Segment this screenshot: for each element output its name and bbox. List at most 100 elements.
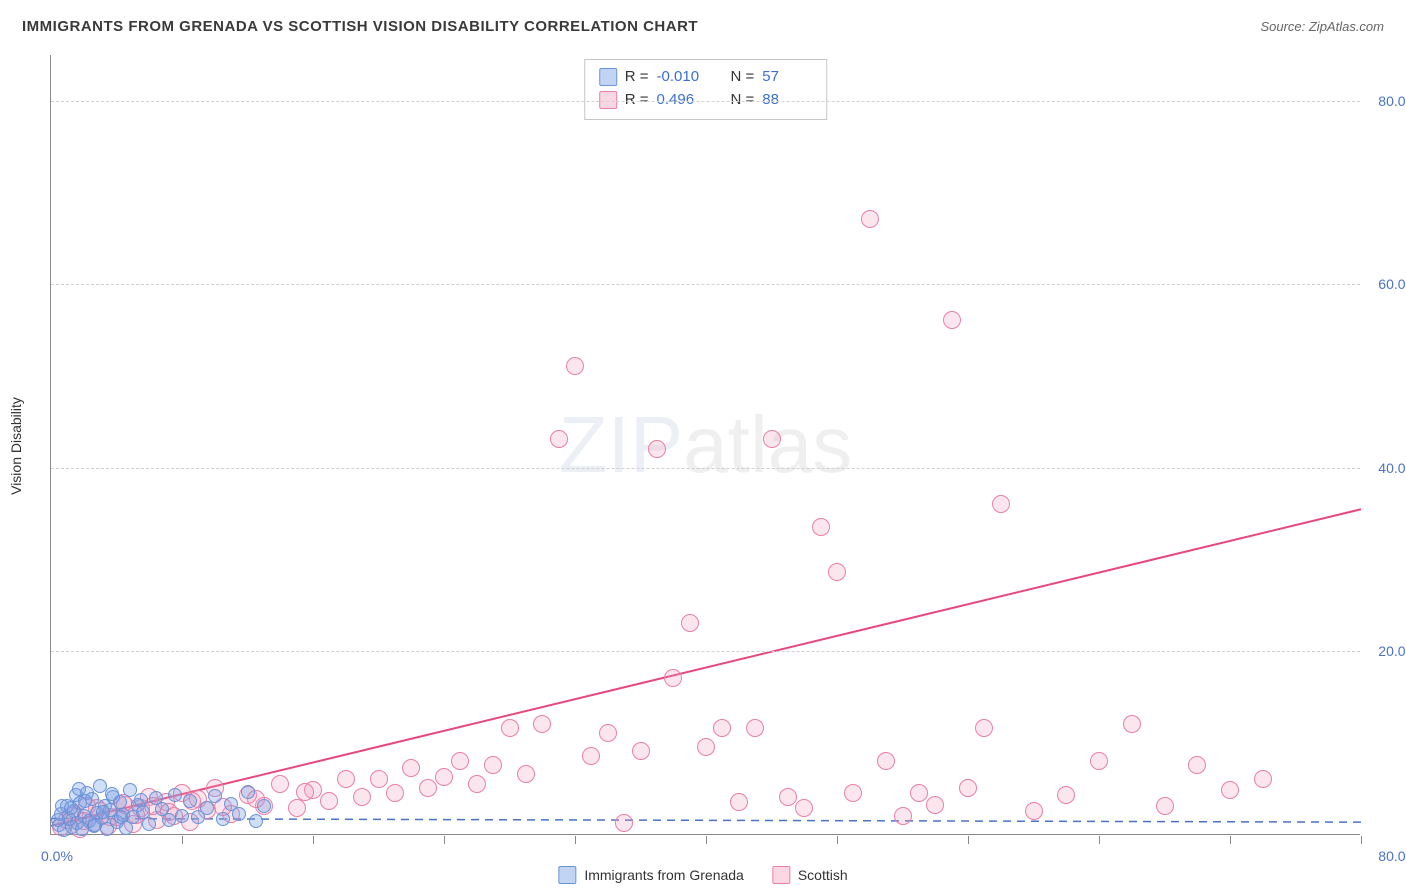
bottom-legend: Immigrants from Grenada Scottish	[558, 866, 847, 884]
legend-item-series2: Scottish	[772, 866, 848, 884]
data-point	[1254, 770, 1272, 788]
source-name: ZipAtlas.com	[1309, 19, 1384, 34]
data-point	[632, 742, 650, 760]
stats-row-series1: R = -0.010 N = 57	[599, 66, 813, 89]
data-point	[648, 440, 666, 458]
data-point	[88, 818, 102, 832]
data-point	[779, 788, 797, 806]
data-point	[183, 794, 197, 808]
x-tick-mark	[1230, 836, 1231, 844]
data-point	[943, 311, 961, 329]
x-tick-mark	[837, 836, 838, 844]
x-tick-mark	[182, 836, 183, 844]
data-point	[763, 430, 781, 448]
data-point	[468, 775, 486, 793]
data-point	[959, 779, 977, 797]
data-point	[249, 814, 263, 828]
data-point	[168, 788, 182, 802]
data-point	[599, 724, 617, 742]
n-value: 57	[762, 66, 812, 89]
correlation-stats-box: R = -0.010 N = 57 R = 0.496 N = 88	[584, 59, 828, 120]
legend-swatch-pink-icon	[772, 866, 790, 884]
stats-row-series2: R = 0.496 N = 88	[599, 89, 813, 112]
data-point	[78, 794, 92, 808]
data-point	[501, 719, 519, 737]
data-point	[208, 789, 222, 803]
data-point	[134, 793, 148, 807]
gridline	[51, 651, 1360, 652]
data-point	[142, 817, 156, 831]
data-point	[1188, 756, 1206, 774]
legend-label: Immigrants from Grenada	[584, 867, 744, 883]
data-point	[844, 784, 862, 802]
data-point	[795, 799, 813, 817]
x-tick-mark	[706, 836, 707, 844]
data-point	[533, 715, 551, 733]
chart-header: IMMIGRANTS FROM GRENADA VS SCOTTISH VISI…	[22, 18, 1384, 35]
x-tick-mark	[1361, 836, 1362, 844]
r-value: 0.496	[657, 89, 707, 112]
data-point	[582, 747, 600, 765]
data-point	[664, 669, 682, 687]
data-point	[451, 752, 469, 770]
n-value: 88	[762, 89, 812, 112]
data-point	[200, 801, 214, 815]
data-point	[746, 719, 764, 737]
y-tick-label: 60.0%	[1378, 276, 1406, 292]
r-label: R =	[625, 66, 649, 89]
data-point	[1025, 802, 1043, 820]
data-point	[550, 430, 568, 448]
x-tick-mark	[313, 836, 314, 844]
data-point	[114, 810, 128, 824]
gridline	[51, 284, 1360, 285]
legend-item-series1: Immigrants from Grenada	[558, 866, 744, 884]
scatter-plot-area: ZIPatlas R = -0.010 N = 57 R = 0.496 N =…	[50, 55, 1360, 835]
data-point	[386, 784, 404, 802]
data-point	[288, 799, 306, 817]
data-point	[175, 809, 189, 823]
legend-swatch-blue-icon	[558, 866, 576, 884]
data-point	[828, 563, 846, 581]
y-tick-label: 20.0%	[1378, 643, 1406, 659]
data-point	[105, 787, 119, 801]
data-point	[681, 614, 699, 632]
y-axis-label: Vision Disability	[8, 397, 24, 495]
source-attribution: Source: ZipAtlas.com	[1260, 19, 1384, 34]
data-point	[216, 812, 230, 826]
data-point	[877, 752, 895, 770]
data-point	[320, 792, 338, 810]
legend-label: Scottish	[798, 867, 848, 883]
data-point	[1123, 715, 1141, 733]
x-tick-mark	[968, 836, 969, 844]
r-label: R =	[625, 89, 649, 112]
data-point	[271, 775, 289, 793]
y-tick-label: 40.0%	[1378, 460, 1406, 476]
data-point	[337, 770, 355, 788]
data-point	[566, 357, 584, 375]
data-point	[435, 768, 453, 786]
trend-lines-svg	[51, 55, 1361, 835]
x-max-label: 80.0%	[1378, 848, 1406, 864]
gridline	[51, 468, 1360, 469]
data-point	[402, 759, 420, 777]
data-point	[894, 807, 912, 825]
source-prefix: Source:	[1260, 19, 1308, 34]
chart-title: IMMIGRANTS FROM GRENADA VS SCOTTISH VISI…	[22, 18, 698, 35]
data-point	[1090, 752, 1108, 770]
data-point	[615, 814, 633, 832]
n-label: N =	[731, 89, 755, 112]
data-point	[861, 210, 879, 228]
data-point	[232, 807, 246, 821]
n-label: N =	[731, 66, 755, 89]
x-tick-mark	[444, 836, 445, 844]
swatch-pink-icon	[599, 91, 617, 109]
data-point	[64, 801, 78, 815]
data-point	[1221, 781, 1239, 799]
data-point	[517, 765, 535, 783]
x-tick-mark	[575, 836, 576, 844]
x-tick-mark	[1099, 836, 1100, 844]
data-point	[241, 785, 255, 799]
data-point	[370, 770, 388, 788]
swatch-blue-icon	[599, 68, 617, 86]
data-point	[1057, 786, 1075, 804]
